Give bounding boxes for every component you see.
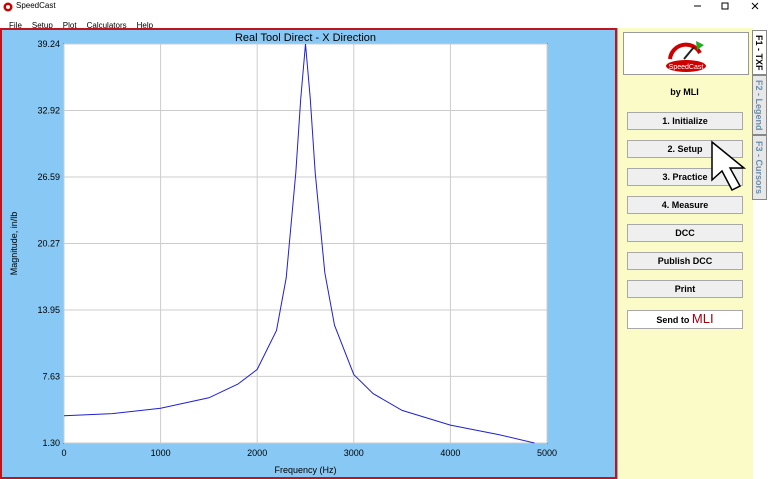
side-tab[interactable]: F2 - Legend — [752, 75, 767, 135]
logo: SpeedCast — [623, 32, 749, 75]
menu-item[interactable]: Plot — [62, 21, 77, 30]
x-tick-label: 4000 — [440, 448, 460, 458]
menu-item[interactable]: Setup — [31, 21, 53, 30]
sidebar-button[interactable]: Publish DCC — [627, 252, 743, 270]
y-tick-label: 32.92 — [37, 105, 60, 115]
x-tick-label: 2000 — [247, 448, 267, 458]
window-controls[interactable] — [690, 0, 768, 12]
sidebar-button[interactable]: DCC — [627, 224, 743, 242]
x-tick-label: 0 — [61, 448, 66, 458]
window-title: SpeedCast — [16, 1, 56, 10]
send-brand: MLI — [691, 311, 714, 326]
y-tick-label: 20.27 — [37, 239, 60, 249]
data-line — [63, 43, 535, 444]
menu-bar: File Setup Plot Calculators Help — [9, 15, 163, 33]
menu-item[interactable]: File — [9, 21, 22, 30]
x-axis-label: Frequency (Hz) — [274, 465, 336, 475]
y-tick-label: 39.24 — [37, 39, 60, 49]
chart-title: Real Tool Direct - X Direction — [235, 32, 376, 44]
y-tick-label: 13.95 — [37, 305, 60, 315]
x-tick-label: 3000 — [344, 448, 364, 458]
sidebar-button[interactable]: 4. Measure — [627, 196, 743, 214]
chart: Real Tool Direct - X Direction Frequency … — [9, 32, 557, 475]
app-icon — [3, 2, 13, 12]
menu-item[interactable]: Calculators — [86, 21, 127, 30]
x-tick-label: 1000 — [151, 448, 171, 458]
sidebar-button[interactable]: 1. Initialize — [627, 112, 743, 130]
x-tick-label: 5000 — [537, 448, 557, 458]
by-label: by MLI — [670, 87, 699, 97]
side-tab[interactable]: F1 - TXF — [752, 30, 767, 75]
send-text: Send to — [656, 315, 690, 325]
logo-text: SpeedCast — [669, 64, 704, 71]
side-tab[interactable]: F3 - Cursors — [752, 135, 767, 200]
y-tick-label: 7.63 — [42, 371, 60, 381]
sidebar-button[interactable]: Print — [627, 280, 743, 298]
y-tick-label: 26.59 — [37, 172, 60, 182]
send-button[interactable]: Send to MLI — [627, 310, 743, 329]
logo-graphic: SpeedCast — [666, 41, 706, 72]
y-axis-label: Magnitude, in/lb — [9, 212, 19, 276]
mouse-cursor — [711, 140, 747, 191]
y-tick-label: 1.30 — [42, 438, 60, 448]
menu-item[interactable]: Help — [136, 21, 154, 30]
